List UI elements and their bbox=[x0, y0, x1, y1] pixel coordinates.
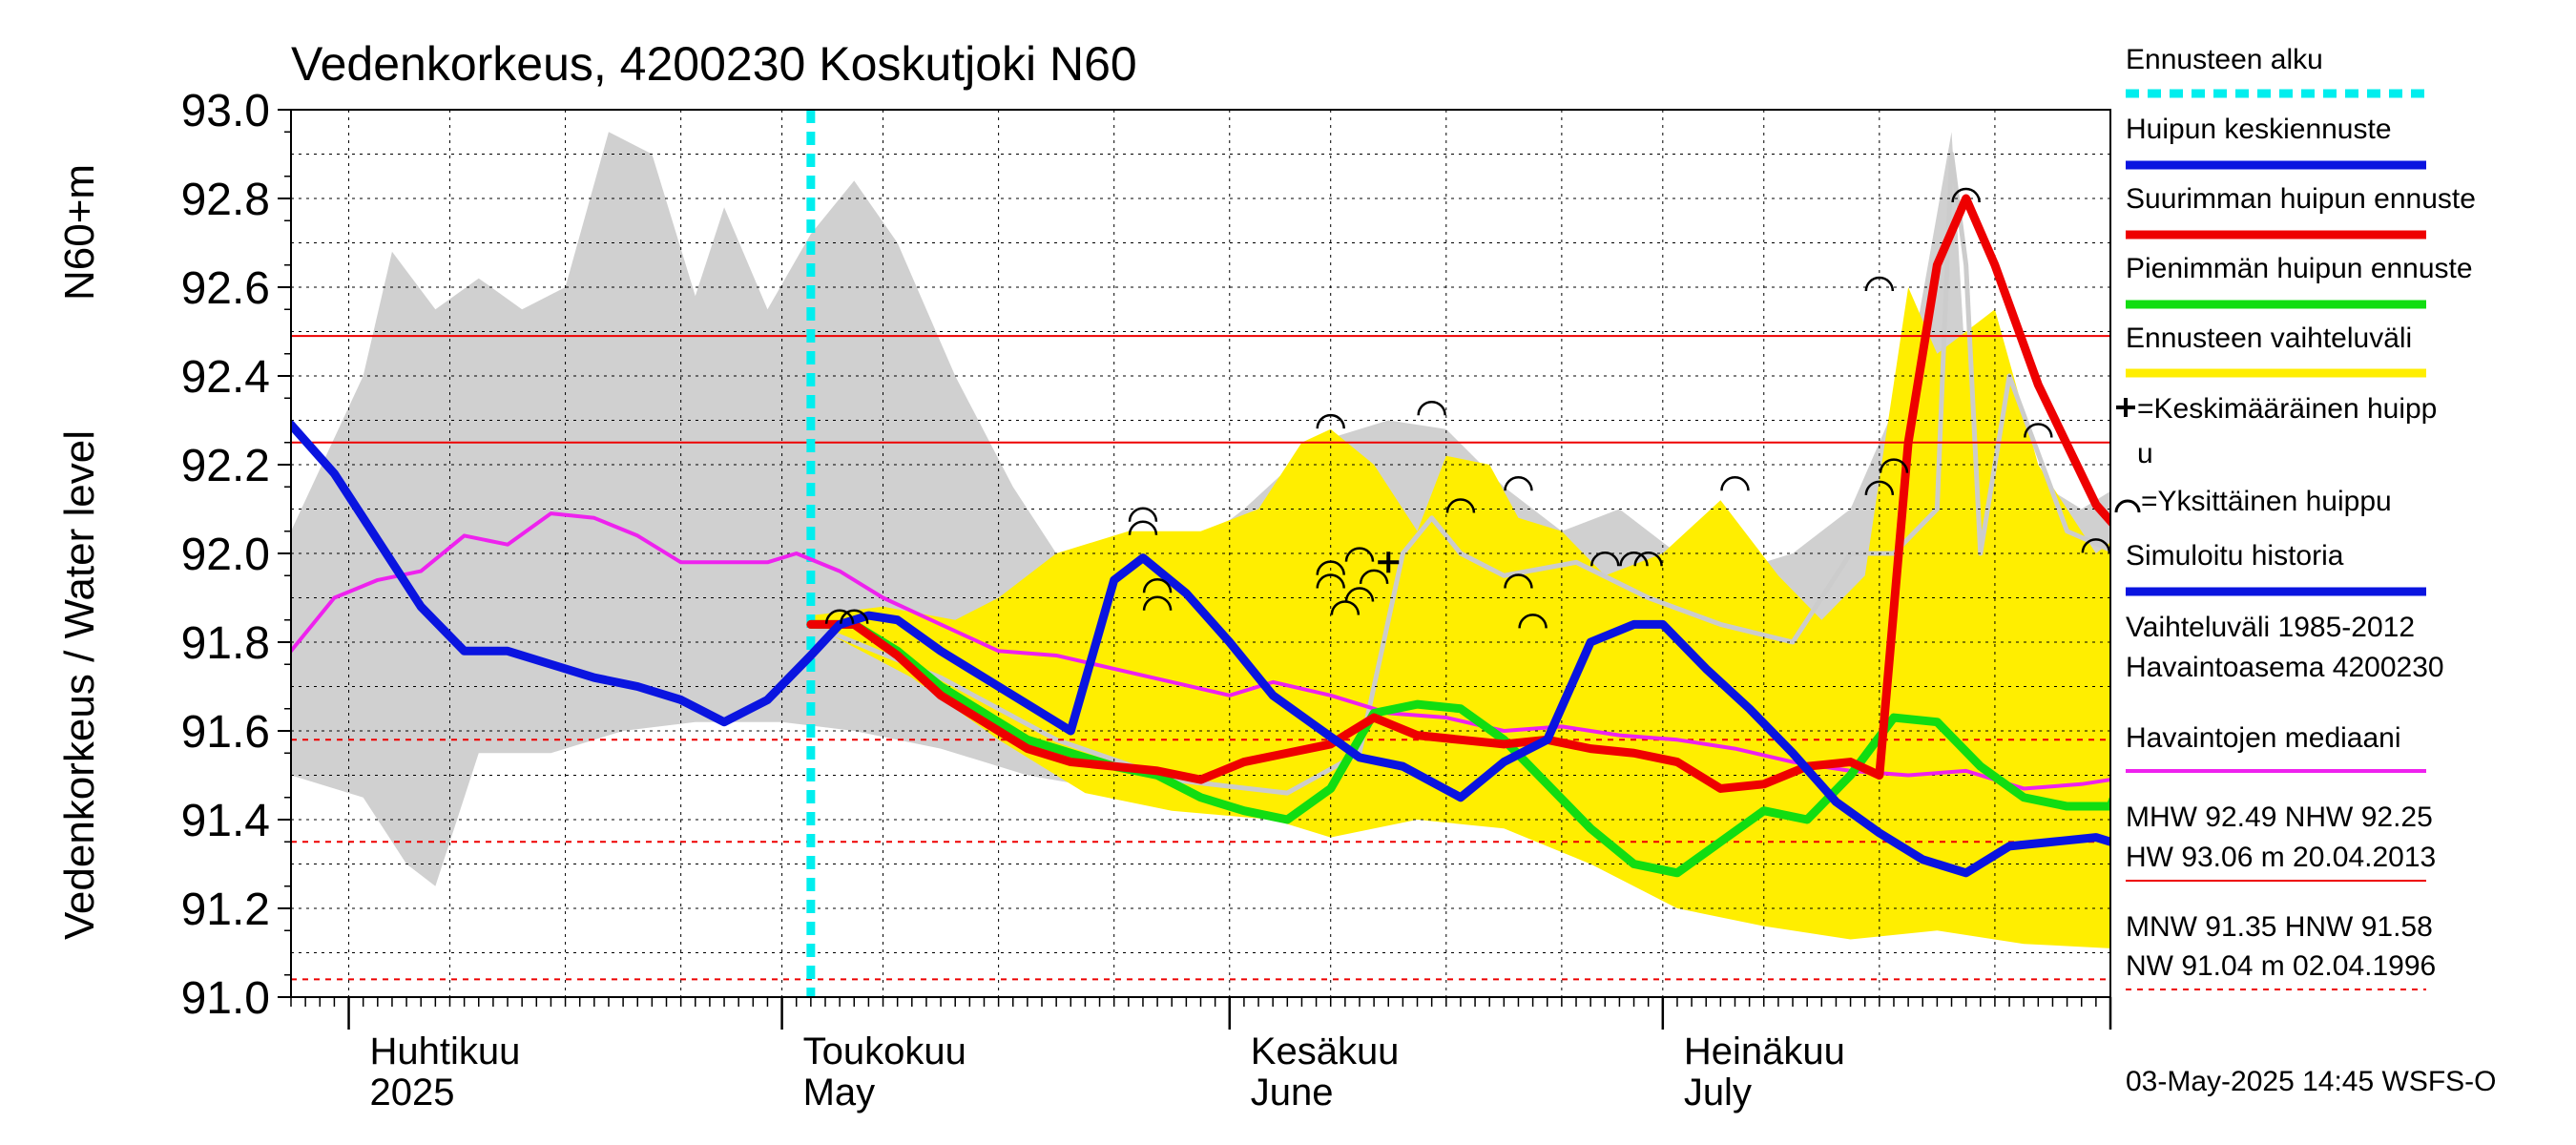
individual-peak-marker bbox=[1316, 573, 1345, 589]
legend-plus-icon bbox=[2116, 398, 2135, 417]
individual-peak-marker bbox=[1316, 413, 1345, 429]
median-line bbox=[291, 420, 2110, 878]
legend-item-8: Vaihteluväli 1985-2012 Havaintoasema 420… bbox=[2126, 612, 2444, 683]
y-axis-label-unit: N60+m bbox=[56, 164, 103, 301]
legend: Ennusteen alku Huipun keskiennuste Suurimm… bbox=[2114, 44, 2476, 773]
legend-label: Simuloitu historia bbox=[2126, 540, 2344, 572]
individual-peak-marker bbox=[1344, 587, 1375, 602]
individual-peak-marker bbox=[1879, 458, 1909, 473]
y-tick-label: 93.0 bbox=[181, 86, 270, 136]
stats-line-4: NW 91.04 m 02.04.1996 bbox=[2126, 950, 2436, 982]
legend-label: Vaihteluväli 1985-2012 bbox=[2126, 612, 2415, 643]
axes: 91.0 91.2 91.4 91.6 91.8 92.0 92.2 92.4 92.6 92.8… bbox=[181, 86, 2112, 1114]
stats-block: MHW 92.49 NHW 92.25 HW 93.06 m 20.04.201… bbox=[2126, 802, 2436, 990]
individual-peak-marker bbox=[1951, 187, 1981, 203]
individual-peak-marker bbox=[1864, 480, 1895, 495]
individual-peak-marker bbox=[1344, 547, 1375, 562]
stats-line-1: MHW 92.49 NHW 92.25 bbox=[2126, 802, 2433, 833]
individual-peak-marker bbox=[2170, 517, 2196, 531]
individual-peak-marker bbox=[2081, 538, 2110, 553]
min-peak-forecast-line bbox=[806, 619, 2110, 878]
chart-title: Vedenkorkeus, 4200230 Koskutjoki N60 bbox=[291, 37, 1137, 91]
legend-item-9: Havaintojen mediaani bbox=[2126, 722, 2426, 773]
individual-peak-marker bbox=[1590, 552, 1620, 567]
month-label-en: 2025 bbox=[370, 1072, 455, 1114]
month-label-fi: Toukokuu bbox=[803, 1030, 966, 1072]
month-label-en: May bbox=[803, 1072, 876, 1114]
legend-label-cont: u bbox=[2137, 438, 2153, 469]
individual-peak-marker bbox=[1864, 276, 1895, 292]
individual-peak-marker bbox=[1128, 520, 1158, 535]
legend-item-2: Suurimman huipun ennuste bbox=[2126, 183, 2476, 239]
individual-peak-marker bbox=[1518, 614, 1548, 629]
legend-label: Suurimman huipun ennuste bbox=[2126, 183, 2476, 215]
month-label-fi: Huhtikuu bbox=[370, 1030, 521, 1072]
forecast-range-band bbox=[810, 287, 2110, 948]
legend-item-7: Simuloitu historia bbox=[2126, 540, 2426, 596]
plot-content bbox=[291, 110, 2211, 997]
stats-line-2: HW 93.06 m 20.04.2013 bbox=[2126, 842, 2436, 873]
legend-item-1: Huipun keskiennuste bbox=[2126, 114, 2426, 170]
y-tick-label: 91.6 bbox=[181, 707, 270, 758]
month-label-fi: Kesäkuu bbox=[1251, 1030, 1400, 1072]
month-label-fi: Heinäkuu bbox=[1684, 1030, 1845, 1072]
legend-label-cont: Havaintoasema 4200230 bbox=[2126, 652, 2444, 683]
max-peak-forecast-line bbox=[806, 194, 2110, 793]
individual-peak-marker bbox=[1619, 552, 1649, 567]
y-tick-label: 92.4 bbox=[181, 352, 270, 403]
month-label-en: July bbox=[1684, 1072, 1752, 1114]
individual-peak-marker bbox=[840, 609, 869, 624]
individual-peak-marker bbox=[824, 609, 855, 624]
legend-label: =Yksittäinen huippu bbox=[2141, 486, 2392, 517]
legend-label: Ennusteen vaihteluväli bbox=[2126, 323, 2412, 354]
legend-label: Pienimmän huipun ennuste bbox=[2126, 253, 2473, 284]
individual-peak-marker bbox=[1720, 476, 1750, 491]
individual-peak-marker bbox=[1633, 552, 1663, 567]
legend-label: Ennusteen alku bbox=[2126, 44, 2323, 75]
individual-peak-marker bbox=[1330, 600, 1361, 615]
legend-item-0: Ennusteen alku bbox=[2126, 44, 2426, 98]
individual-peak-marker bbox=[1316, 560, 1345, 575]
y-tick-label: 92.2 bbox=[181, 441, 270, 491]
individual-peak-marker bbox=[1445, 498, 1476, 513]
plot-area bbox=[291, 110, 2211, 997]
legend-label: Havaintojen mediaani bbox=[2126, 722, 2401, 754]
y-axis-label: Vedenkorkeus / Water level bbox=[56, 430, 103, 940]
y-tick-label: 92.0 bbox=[181, 530, 270, 580]
stats-line-3: MNW 91.35 HNW 91.58 bbox=[2126, 911, 2433, 943]
individual-peak-marker bbox=[1359, 569, 1389, 584]
y-tick-label: 91.2 bbox=[181, 885, 270, 935]
legend-label: =Keskimääräinen huipp bbox=[2137, 393, 2437, 425]
individual-peak-marker bbox=[2184, 473, 2211, 487]
simulated-history-line bbox=[291, 511, 2110, 791]
legend-item-4: Ennusteen vaihteluväli bbox=[2126, 323, 2426, 378]
individual-peak-marker bbox=[1142, 578, 1173, 593]
legend-item-3: Pienimmän huipun ennuste bbox=[2126, 253, 2473, 309]
y-tick-label: 91.8 bbox=[181, 618, 270, 669]
legend-label: Huipun keskiennuste bbox=[2126, 114, 2392, 145]
y-tick-label: 92.6 bbox=[181, 263, 270, 314]
individual-peak-marker bbox=[2155, 464, 2182, 477]
individual-peak-marker bbox=[2024, 423, 2053, 438]
y-tick-label: 91.4 bbox=[181, 796, 270, 846]
individual-peak-marker bbox=[1128, 507, 1158, 522]
month-label-en: June bbox=[1251, 1072, 1334, 1114]
legend-item-5: =Keskimääräinen huipp u bbox=[2116, 393, 2437, 469]
legend-item-6: =Yksittäinen huippu bbox=[2114, 486, 2392, 517]
individual-peak-marker bbox=[1417, 401, 1446, 416]
average-peak-marker bbox=[1378, 552, 1400, 573]
y-tick-label: 92.8 bbox=[181, 175, 270, 225]
individual-peak-marker bbox=[1504, 573, 1533, 589]
observed-history-line bbox=[808, 152, 2110, 796]
legend-arc-icon bbox=[2114, 499, 2141, 513]
y-tick-label: 91.0 bbox=[181, 973, 270, 1024]
footer-timestamp: 03-May-2025 14:45 WSFS-O bbox=[2126, 1066, 2497, 1097]
individual-peak-marker bbox=[1142, 595, 1173, 611]
individual-peak-marker bbox=[1504, 476, 1533, 491]
